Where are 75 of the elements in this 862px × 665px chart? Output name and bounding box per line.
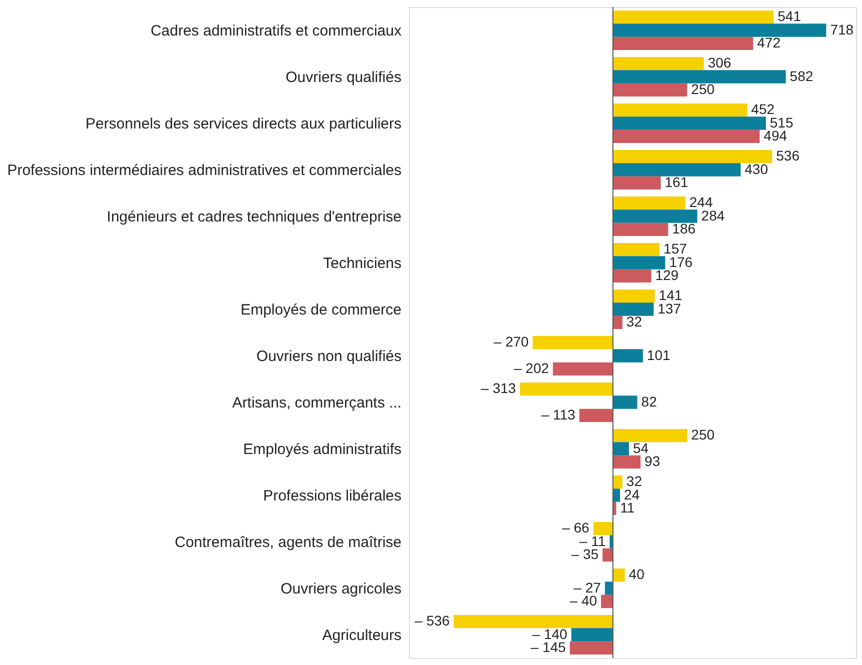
bar: [612, 442, 629, 456]
bar: [570, 641, 613, 655]
y-tick-label: Personnels des services directs aux particuliers: [86, 115, 402, 132]
bar: [579, 408, 613, 422]
bar: [612, 222, 668, 236]
bar: [604, 582, 613, 595]
bar: [593, 522, 613, 536]
bar: [612, 176, 661, 190]
bar: [612, 70, 786, 84]
data-label: 472: [757, 34, 781, 50]
bar: [612, 455, 641, 469]
y-tick-label: Ouvriers qualifiés: [286, 68, 402, 86]
bar: [601, 594, 613, 608]
bar: [612, 210, 698, 223]
bar: [612, 289, 655, 303]
y-tick-label: Ouvriers agricoles: [280, 580, 402, 598]
data-label: 718: [830, 21, 854, 38]
bar: [454, 614, 613, 628]
y-tick-label: Contremaîtres, agents de maîtrise: [174, 534, 402, 551]
data-label: 32: [626, 313, 642, 330]
data-label: 250: [691, 426, 715, 443]
bar: [520, 382, 613, 396]
bar: [532, 336, 613, 350]
y-tick-label: Agriculteurs: [322, 626, 402, 644]
y-tick-label: Artisans, commerçants ...: [232, 394, 402, 412]
y-tick-label: Professions intermédiaires administratives et commerciales: [7, 162, 402, 179]
bar: [612, 396, 638, 409]
y-tick-label: Ouvriers non qualifiés: [256, 348, 402, 365]
data-label: 306: [708, 54, 732, 71]
data-label: 101: [646, 346, 670, 363]
bar: [612, 302, 654, 316]
bar: [602, 548, 613, 562]
data-label: 541: [778, 8, 802, 24]
bar: [612, 130, 760, 144]
data-label: – 113: [541, 406, 576, 422]
bar: [612, 269, 652, 283]
bar: [612, 24, 826, 37]
data-label: 582: [790, 68, 814, 84]
data-label: – 536: [414, 612, 450, 629]
bar: [612, 103, 748, 117]
bar: [612, 196, 686, 210]
bar: [612, 150, 772, 164]
bar: [612, 428, 688, 442]
bar: [612, 36, 754, 50]
y-tick-label: Ingénieurs et cadres techniques d'entreprise: [106, 208, 402, 226]
bar: [612, 242, 660, 256]
bar: [612, 349, 643, 362]
data-label: – 313: [480, 380, 516, 396]
y-tick-label: Techniciens: [323, 254, 402, 272]
bar: [610, 535, 613, 548]
bar: [552, 362, 613, 376]
y-tick-label: Employés administratifs: [243, 440, 402, 458]
bar: [612, 163, 741, 176]
data-label: 161: [664, 174, 688, 190]
bar: [612, 83, 688, 97]
data-label: 250: [691, 80, 715, 97]
y-tick-label: Employés de commerce: [240, 301, 402, 318]
bar: [612, 475, 622, 489]
bar: [612, 256, 666, 270]
data-label: 186: [672, 220, 696, 236]
data-label: 82: [641, 393, 658, 410]
data-label: 536: [776, 148, 800, 164]
y-tick-label: Professions libérales: [263, 487, 402, 504]
data-label: 430: [744, 160, 768, 177]
bar: [612, 10, 774, 24]
bar: [571, 628, 613, 642]
data-label: – 270: [494, 334, 529, 350]
bar: [612, 116, 766, 130]
data-label: 40: [628, 566, 645, 582]
bar: [612, 56, 704, 70]
data-label: – 202: [514, 360, 550, 376]
bar: [612, 316, 622, 330]
bar: [612, 568, 625, 582]
y-tick-label: Cadres administratifs et commerciaux: [150, 22, 402, 40]
bar: [612, 488, 620, 502]
